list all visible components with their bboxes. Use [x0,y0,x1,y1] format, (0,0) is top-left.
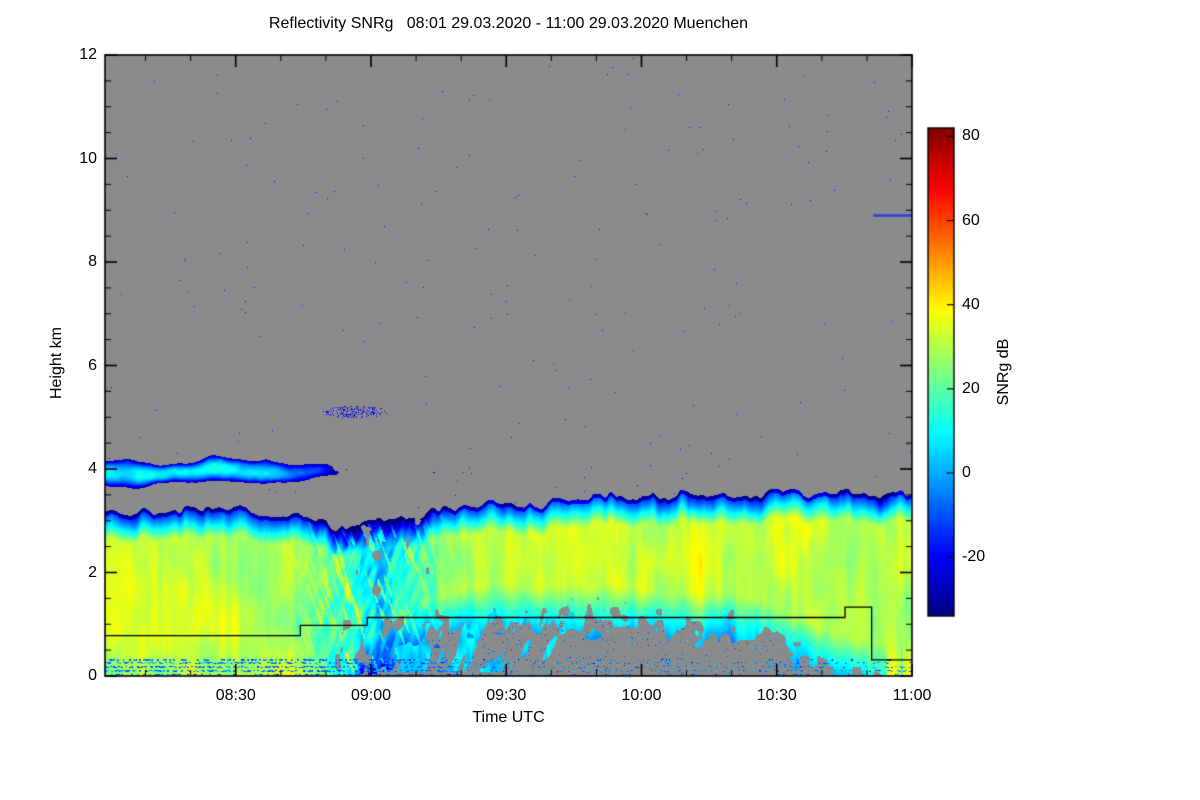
x-tick-label: 08:30 [215,687,256,704]
x-tick-label: 10:30 [756,687,797,704]
x-tick-label: 09:30 [486,687,527,704]
colorbar-label: SNRg dB [995,338,1013,406]
y-tick-label: 8 [88,253,97,270]
colorbar-tick-label: 20 [962,379,980,397]
colorbar-tick-label: 80 [962,127,980,145]
y-tick-label: 4 [88,460,97,477]
x-tick-label: 11:00 [892,687,932,704]
colorbar-tick-label: 0 [962,463,971,481]
y-tick-label: 6 [88,356,97,374]
x-tick-label: 10:00 [621,687,662,704]
colorbar-tick-label: 60 [962,211,980,229]
x-tick-label: 09:00 [350,687,392,704]
y-tick-label: 2 [88,563,97,581]
y-tick-label: 0 [88,667,97,684]
colorbar-tick-label: 40 [962,295,980,313]
chart-title: Reflectivity SNRg 08:01 29.03.2020 - 11:… [268,15,749,32]
colorbar-tick-label: -20 [962,548,986,566]
x-axis-label: Time UTC [472,709,545,726]
y-tick-label: 10 [79,149,97,167]
y-tick-label: 12 [79,46,97,63]
